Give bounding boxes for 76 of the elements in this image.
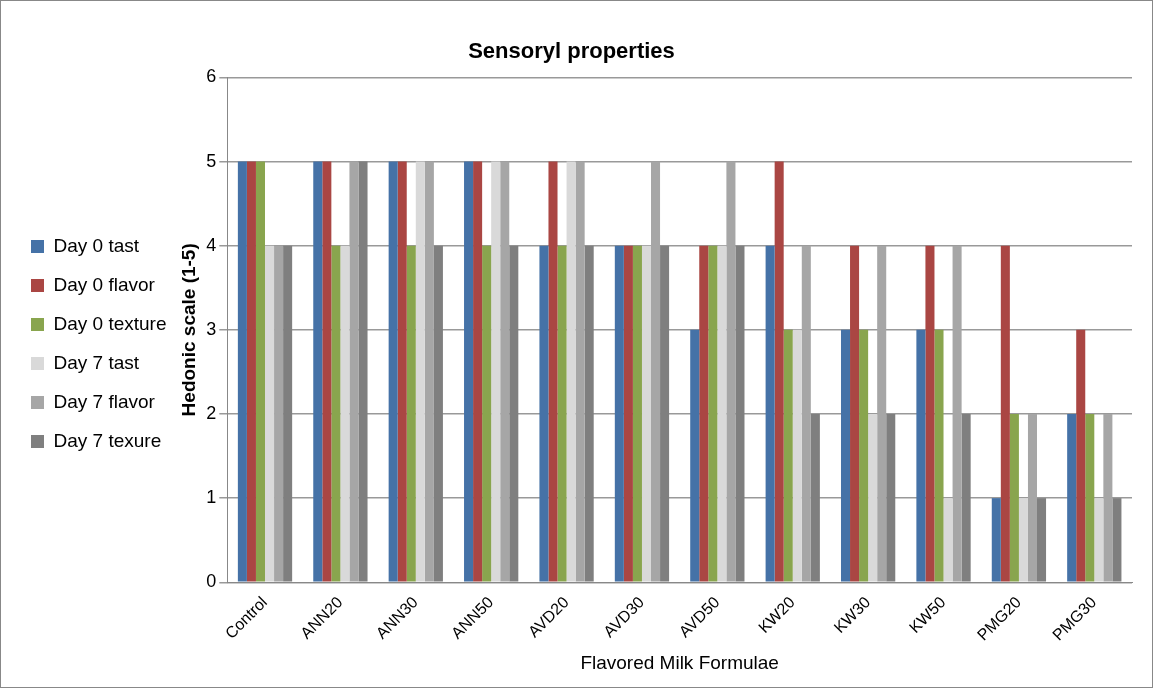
legend-label: Day 0 tast xyxy=(53,234,140,256)
bar xyxy=(313,161,323,582)
bar xyxy=(868,413,878,582)
bar xyxy=(491,161,501,582)
bar xyxy=(464,161,474,582)
bar xyxy=(500,161,510,582)
bar xyxy=(1027,413,1038,582)
bar xyxy=(397,161,407,582)
bar xyxy=(699,245,709,582)
bar xyxy=(557,245,567,582)
bar xyxy=(717,245,727,582)
y-tick-label: 1 xyxy=(206,487,217,508)
bar xyxy=(331,245,341,582)
bar xyxy=(255,161,265,582)
bar xyxy=(623,245,633,582)
bar xyxy=(388,161,398,582)
chart-title: Sensoryl properties xyxy=(468,38,675,64)
bar xyxy=(952,245,962,582)
bar xyxy=(406,245,416,582)
bar xyxy=(632,245,642,582)
bar xyxy=(934,329,944,582)
bar xyxy=(548,161,558,582)
bar xyxy=(575,161,585,582)
bar xyxy=(539,245,549,582)
bar xyxy=(641,245,652,582)
bar xyxy=(322,161,332,582)
legend-label: Day 0 texture xyxy=(53,312,167,334)
bar xyxy=(859,329,869,582)
y-tick-label: 0 xyxy=(206,571,217,592)
bar xyxy=(340,245,350,582)
bar xyxy=(1009,413,1019,582)
bar xyxy=(614,245,624,582)
bar xyxy=(349,161,359,582)
bar xyxy=(765,245,775,582)
legend-label: Day 7 texure xyxy=(53,429,162,451)
y-tick-label: 3 xyxy=(206,318,217,339)
x-axis-title: Flavored Milk Formulae xyxy=(580,651,779,673)
bar xyxy=(415,161,425,582)
bar xyxy=(916,329,926,582)
bar xyxy=(726,161,736,582)
y-tick-label: 4 xyxy=(206,234,217,255)
bar xyxy=(690,329,700,582)
bar xyxy=(943,498,953,582)
bar xyxy=(801,245,811,582)
bar xyxy=(651,161,661,582)
bar xyxy=(774,161,784,582)
legend-label: Day 7 flavor xyxy=(53,390,156,412)
bar xyxy=(1000,245,1010,582)
bar xyxy=(1094,498,1104,582)
bar xyxy=(783,329,793,582)
legend-label: Day 7 tast xyxy=(53,351,140,373)
bar xyxy=(991,498,1001,582)
bar xyxy=(274,245,284,582)
bar xyxy=(840,329,851,582)
bar xyxy=(473,161,483,582)
bar xyxy=(708,245,718,582)
bar xyxy=(925,245,935,582)
y-tick-label: 2 xyxy=(206,402,217,423)
bar xyxy=(792,329,802,582)
bar xyxy=(1018,498,1028,582)
bar xyxy=(424,161,434,582)
bar xyxy=(265,245,275,582)
bar xyxy=(877,245,887,582)
bar xyxy=(850,245,860,582)
bar xyxy=(1076,329,1086,582)
bar xyxy=(1103,413,1113,582)
legend-label: Day 0 flavor xyxy=(53,273,156,295)
bar xyxy=(237,161,247,582)
y-tick-label: 6 xyxy=(206,66,217,87)
bar xyxy=(482,245,492,582)
y-tick-label: 5 xyxy=(206,150,217,171)
bar xyxy=(1067,413,1077,582)
bar xyxy=(246,161,256,582)
bar xyxy=(566,161,576,582)
bar xyxy=(1085,413,1095,582)
y-axis-title: Hedonic scale (1-5) xyxy=(178,243,200,417)
